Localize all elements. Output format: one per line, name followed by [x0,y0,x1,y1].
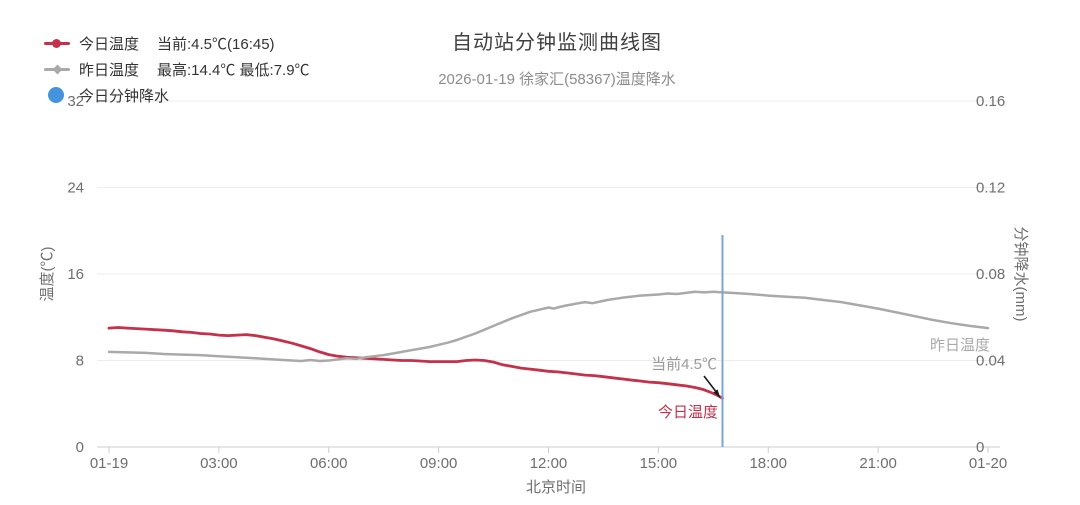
y-right-axis-name: 分钟降水(mm) [1012,227,1029,322]
chart-header: 自动站分钟监测曲线图 2026-01-19 徐家汇(58367)温度降水 [357,26,757,89]
x-tick-label: 01-19 [90,455,128,472]
x-axis-name: 北京时间 [526,479,586,496]
x-tick-label: 06:00 [310,455,348,472]
today-series-label: 今日温度 [658,404,718,421]
legend-label: 今日分钟降水 [79,87,170,105]
circle-icon [44,87,70,103]
annotation-arrow-shaft [703,375,717,392]
y-left-tick-label: 0 [76,439,84,456]
annotation-arrow-head [713,389,721,399]
yesterday-series-label: 昨日温度 [930,337,990,354]
y-right-tick-label: 0.16 [976,93,1005,110]
x-tick-label: 18:00 [749,455,787,472]
legend-item-3[interactable]: 今日分钟降水 [44,83,310,107]
y-left-tick-label: 32 [67,93,84,110]
legend-stat-value: 最高:14.4℃ 最低:7.9℃ [157,61,310,79]
chart-title: 自动站分钟监测曲线图 [452,32,662,54]
y-right-tick-label: 0.08 [976,266,1005,283]
legend-stat-value: 当前:4.5℃(16:45) [157,35,275,53]
y-right-tick-label: 0 [976,439,984,456]
chart-subtitle: 2026-01-19 徐家汇(58367)温度降水 [438,71,676,88]
y-left-tick-label: 16 [67,266,84,283]
y-left-tick-label: 8 [76,353,84,370]
x-tick-label: 03:00 [200,455,238,472]
y-right-tick-label: 0.04 [976,353,1005,370]
line-diamond-icon [44,61,70,77]
legend: 今日温度 当前:4.5℃(16:45) 昨日温度 最高:14.4℃ 最低:7.9℃ 今日… [44,31,310,109]
legend-item-2[interactable]: 昨日温度 最高:14.4℃ 最低:7.9℃ [44,57,310,81]
line-circle-icon [44,35,70,51]
x-tick-label: 12:00 [530,455,568,472]
series-line-1 [107,326,724,400]
y-left-tick-label: 24 [67,180,84,197]
legend-label: 昨日温度 [79,61,140,79]
x-tick-label: 15:00 [640,455,678,472]
y-right-tick-label: 0.12 [976,180,1005,197]
current-value-annotation: 当前4.5℃ [651,356,717,373]
x-tick-label: 01-20 [969,455,1007,472]
legend-label: 今日温度 [79,35,140,53]
x-tick-label: 09:00 [420,455,458,472]
y-left-axis-name: 温度(℃) [39,247,56,302]
legend-item-1[interactable]: 今日温度 当前:4.5℃(16:45) [44,31,310,55]
x-tick-label: 21:00 [859,455,897,472]
series-line-2 [107,290,990,363]
